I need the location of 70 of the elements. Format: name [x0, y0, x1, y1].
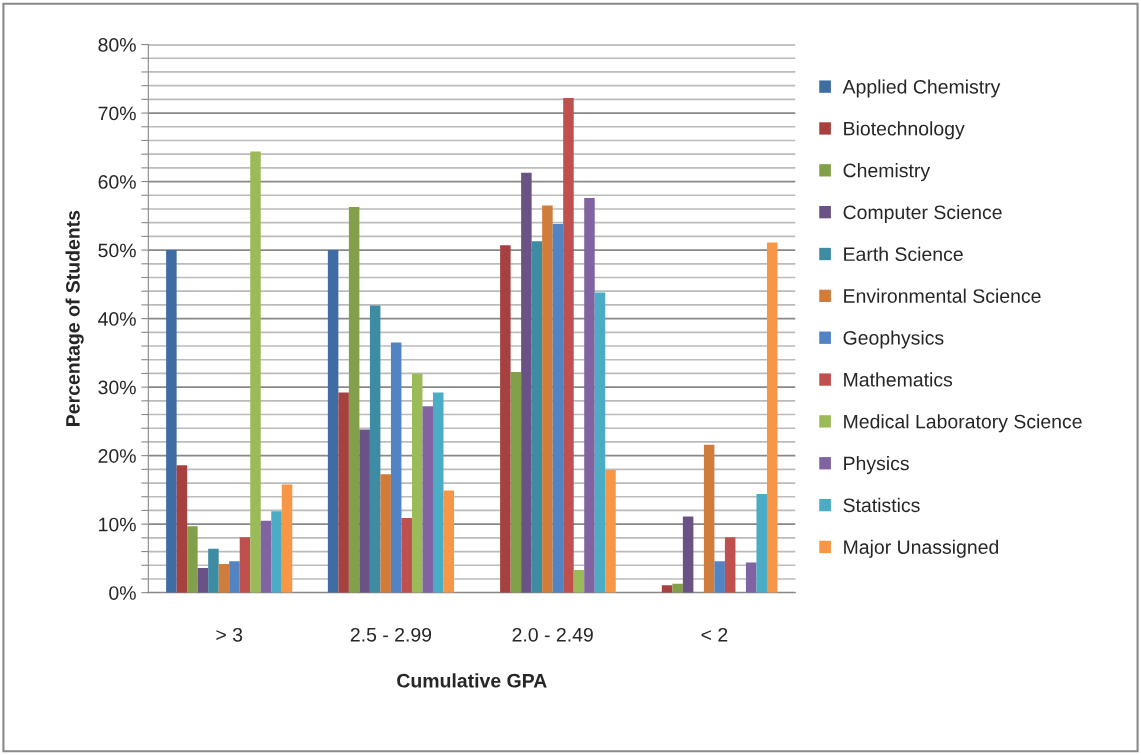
y-tick-label: 80%: [98, 38, 136, 52]
y-tick-label: 10%: [99, 517, 136, 532]
bar: [422, 406, 433, 593]
bar: [500, 245, 511, 593]
y-tick-label: 20%: [98, 449, 136, 463]
legend-label: Mathematics: [844, 372, 953, 387]
bar: [229, 561, 240, 593]
bar: [605, 470, 616, 593]
legend-label: Geophysics: [843, 330, 944, 349]
bar: [197, 568, 209, 593]
y-tick-label: 60%: [98, 175, 136, 189]
bar: [531, 241, 543, 593]
bar: [401, 517, 412, 593]
bar: [338, 392, 349, 593]
bar: [432, 392, 444, 593]
legend-label: Biotechnology: [844, 121, 965, 140]
bar: [594, 292, 606, 593]
bar: [724, 537, 736, 593]
bar: [563, 97, 574, 593]
legend-label: Major Unassigned: [844, 539, 999, 558]
bar: [766, 242, 778, 593]
legend-label: Environmental Science: [844, 288, 1041, 303]
bar: [327, 250, 339, 593]
x-tick-label: > 3: [216, 627, 243, 642]
bar: [682, 516, 694, 593]
bar: [239, 537, 251, 593]
legend-label: Chemistry: [843, 163, 931, 182]
legend-label: Medical Laboratory Science: [844, 414, 1082, 433]
x-tick-label: < 2: [701, 627, 728, 642]
bar: [218, 563, 230, 593]
bar: [672, 583, 683, 593]
bar: [552, 224, 564, 593]
bar: [510, 372, 522, 593]
y-tick-label: 40%: [98, 312, 136, 326]
x-axis-title: Cumulative GPA: [397, 673, 547, 688]
x-tick-label: 2.5 - 2.99: [350, 627, 432, 642]
bar: [703, 444, 715, 593]
legend-label: Physics: [844, 456, 909, 475]
bar: [411, 373, 423, 593]
legend-label: Computer Science: [843, 204, 1002, 224]
bar: [584, 198, 595, 593]
y-tick-label: 0%: [109, 586, 136, 600]
bar: [542, 205, 553, 593]
bar: [573, 570, 585, 593]
bar: [443, 490, 455, 593]
y-tick-label: 30%: [98, 380, 136, 395]
bar: [176, 465, 188, 593]
x-tick-label: 2.0 - 2.49: [512, 627, 593, 642]
bar: [166, 250, 177, 593]
bar: [756, 494, 767, 593]
bar: [745, 562, 757, 593]
bar: [390, 342, 402, 593]
bar: [271, 511, 282, 593]
bar: [359, 429, 370, 593]
bar: [250, 151, 261, 593]
legend-label: Applied Chemistry: [842, 79, 1001, 98]
bar: [187, 526, 198, 593]
legend-label: Earth Science: [844, 246, 963, 262]
legend-label: Statistics: [843, 497, 920, 513]
y-axis-title: Percentage of Students: [65, 210, 84, 426]
bar: [348, 206, 360, 593]
y-tick-label: 50%: [98, 243, 136, 258]
bar: [281, 484, 293, 593]
y-tick-label: 70%: [98, 106, 136, 121]
bar: [260, 520, 272, 593]
bar: [521, 172, 532, 593]
bar: [208, 548, 219, 593]
bar: [380, 474, 391, 593]
bar: [714, 561, 725, 593]
bar: [369, 305, 381, 593]
